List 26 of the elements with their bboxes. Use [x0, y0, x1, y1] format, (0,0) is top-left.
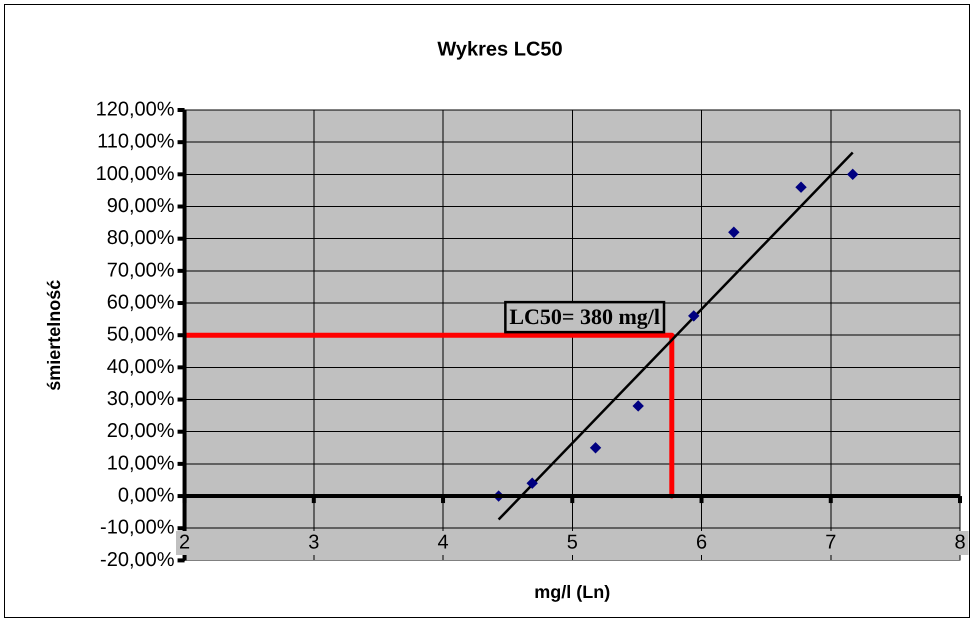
x-tick-label: 3 — [308, 532, 320, 554]
y-tick-label: 0,00% — [118, 484, 175, 507]
x-tick-label: 8 — [954, 532, 966, 554]
x-tick-label: 7 — [825, 532, 836, 554]
y-tick-label: 60,00% — [106, 292, 175, 314]
y-tick-label: 90,00% — [106, 195, 175, 218]
y-tick-label: 120,00% — [96, 98, 175, 121]
y-axis-title: śmiertelność — [44, 280, 64, 391]
y-tick-label: 10,00% — [106, 452, 175, 474]
y-tick-label: 20,00% — [106, 420, 175, 442]
x-tick-label: 2 — [178, 532, 190, 554]
y-tick-label: 70,00% — [106, 259, 175, 282]
y-tick-label: 80,00% — [106, 227, 175, 250]
chart-title: Wykres LC50 — [437, 38, 563, 61]
y-tick-label: 100,00% — [96, 162, 175, 185]
y-tick-label: -10,00% — [100, 516, 175, 539]
x-tick-label: 6 — [696, 532, 708, 554]
y-tick-label: 50,00% — [106, 324, 175, 346]
x-axis-title: mg/l (Ln) — [534, 582, 610, 602]
x-tick-label: 4 — [437, 532, 449, 554]
y-tick-label: 30,00% — [106, 388, 175, 410]
annotation: LC50= 380 mg/l — [509, 304, 660, 329]
y-tick-label: -20,00% — [100, 548, 175, 571]
y-tick-label: 40,00% — [106, 356, 175, 378]
y-tick-label: 110,00% — [97, 130, 175, 153]
x-tick-label: 5 — [566, 532, 578, 554]
